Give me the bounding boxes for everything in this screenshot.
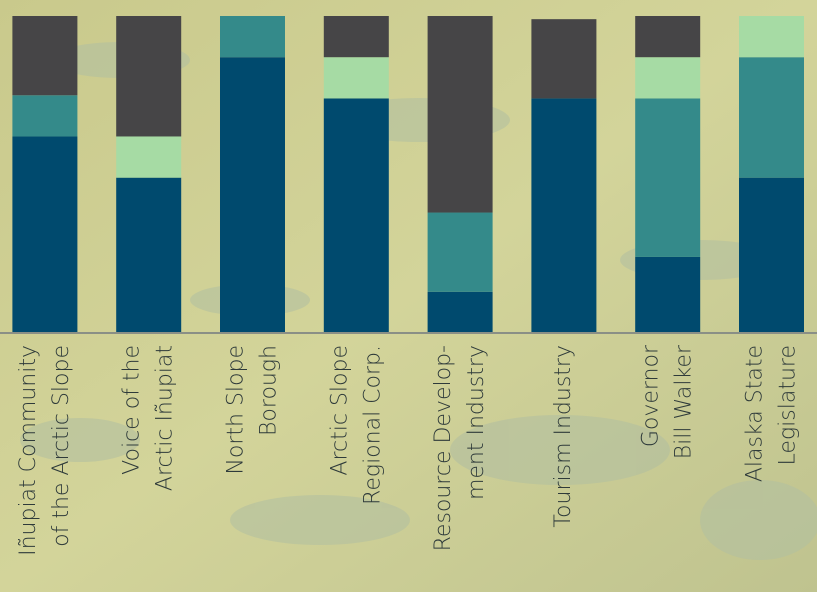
bar-segment	[635, 98, 701, 257]
bar-segment	[531, 98, 597, 333]
bar-segment	[635, 256, 701, 333]
bar-segment	[635, 57, 701, 99]
bar-segment	[739, 57, 804, 178]
bar-segment	[220, 57, 285, 334]
bar-segment	[427, 291, 493, 333]
bar-segment	[739, 177, 804, 333]
bar-segment	[531, 19, 597, 99]
x-tick-label: Governor Bill Walker	[639, 344, 697, 459]
bar-segment	[635, 16, 701, 58]
bar-segment	[116, 16, 182, 137]
x-tick-label: Iñupiat Community of the Arctic Slope	[16, 345, 74, 556]
bar-segment	[12, 136, 78, 333]
bar-segment	[116, 136, 182, 178]
bar-segment	[323, 98, 389, 333]
bar-segment	[427, 16, 493, 213]
x-tick-label: Arctic Slope Regional Corp.	[327, 345, 385, 505]
bar-segment	[12, 95, 78, 137]
bar-segment	[323, 16, 389, 58]
bar-segment	[116, 177, 182, 333]
x-tick-label: Resource Develop-ment Industry	[431, 345, 489, 551]
x-tick-label: Voice of the Arctic Iñupiat	[120, 345, 178, 491]
bar-segment	[220, 16, 285, 58]
bar-segment	[12, 16, 78, 96]
x-tick-label: North Slope Borough	[224, 345, 282, 475]
bar-segment	[427, 212, 493, 292]
bar-segment	[323, 57, 389, 99]
plot-area	[12, 16, 804, 334]
x-tick-label: Tourism Industry	[551, 345, 576, 528]
bar-segment	[739, 16, 804, 58]
x-tick-label: Alaska State Legislature	[743, 345, 801, 482]
